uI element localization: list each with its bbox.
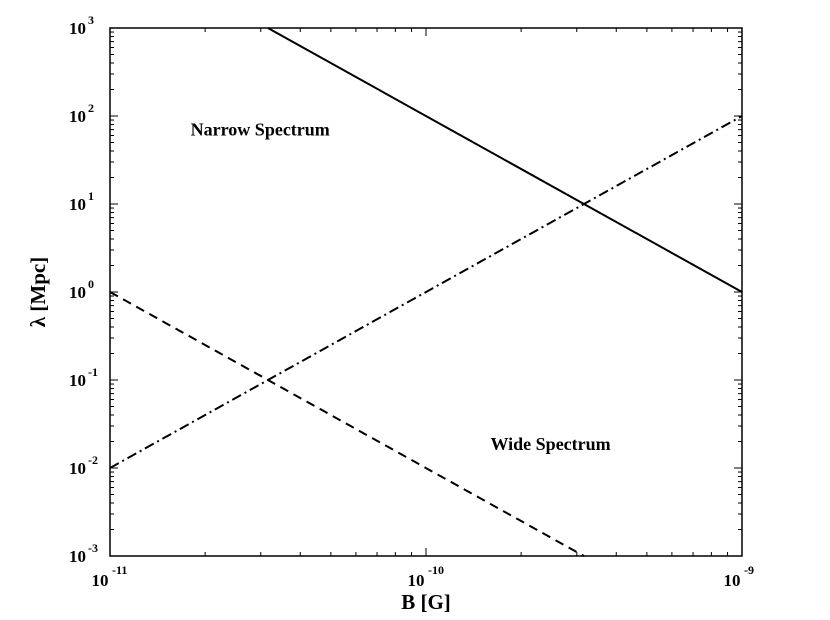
- y-tick-label: 10: [69, 195, 86, 214]
- series-line-solid: [267, 27, 743, 293]
- y-tick-label: 10: [69, 283, 86, 302]
- series-line-dashdot: [109, 115, 743, 469]
- y-tick-label: 10: [69, 547, 86, 566]
- x-tick-label: 10: [92, 571, 109, 590]
- y-tick-label: 10: [69, 19, 86, 38]
- y-tick-label: 10: [69, 371, 86, 390]
- y-tick-exponent: 2: [88, 101, 94, 115]
- y-axis-title: λ [Mpc]: [26, 257, 50, 327]
- y-tick-exponent: -3: [88, 541, 98, 555]
- x-tick-exponent: -9: [744, 563, 754, 577]
- axis-ticks: [109, 27, 743, 557]
- y-tick-exponent: -2: [88, 453, 98, 467]
- y-tick-exponent: 1: [88, 189, 94, 203]
- y-tick-exponent: 3: [88, 13, 94, 27]
- y-tick-exponent: 0: [88, 277, 94, 291]
- series-line-dashed: [109, 291, 585, 557]
- x-axis-title: B [G]: [401, 590, 451, 614]
- annotation-label: Wide Spectrum: [491, 434, 611, 454]
- y-tick-label: 10: [69, 459, 86, 478]
- x-tick-label: 10: [724, 571, 741, 590]
- annotations-group: Narrow Spectrum Wide Spectrum: [191, 120, 611, 455]
- annotation-label: Narrow Spectrum: [191, 120, 330, 140]
- x-tick-exponent: -10: [428, 563, 444, 577]
- x-tick-label: 10: [408, 571, 425, 590]
- series-group: [109, 27, 743, 557]
- y-tick-exponent: -1: [88, 365, 98, 379]
- y-tick-label: 10: [69, 107, 86, 126]
- x-tick-exponent: -11: [112, 563, 127, 577]
